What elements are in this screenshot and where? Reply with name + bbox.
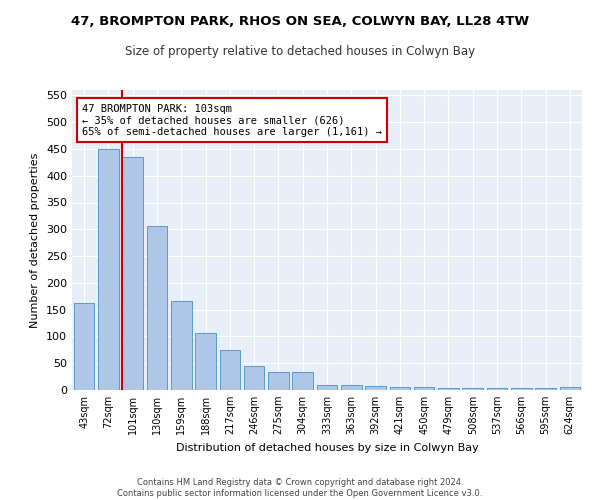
- X-axis label: Distribution of detached houses by size in Colwyn Bay: Distribution of detached houses by size …: [176, 442, 478, 452]
- Bar: [122, 157, 143, 390]
- Bar: [171, 300, 191, 390]
- Text: Contains HM Land Registry data © Crown copyright and database right 2024.
Contai: Contains HM Land Registry data © Crown c…: [118, 478, 482, 498]
- Bar: [487, 388, 508, 390]
- Bar: [195, 333, 216, 390]
- Text: Size of property relative to detached houses in Colwyn Bay: Size of property relative to detached ho…: [125, 45, 475, 58]
- Bar: [317, 384, 337, 390]
- Bar: [463, 388, 483, 390]
- Text: 47 BROMPTON PARK: 103sqm
← 35% of detached houses are smaller (626)
65% of semi-: 47 BROMPTON PARK: 103sqm ← 35% of detach…: [82, 104, 382, 136]
- Bar: [560, 388, 580, 390]
- Bar: [341, 384, 362, 390]
- Bar: [98, 149, 119, 390]
- Bar: [389, 388, 410, 390]
- Bar: [438, 388, 459, 390]
- Bar: [511, 388, 532, 390]
- Bar: [146, 226, 167, 390]
- Bar: [244, 366, 265, 390]
- Bar: [365, 386, 386, 390]
- Bar: [292, 372, 313, 390]
- Bar: [268, 372, 289, 390]
- Bar: [535, 388, 556, 390]
- Bar: [74, 302, 94, 390]
- Text: 47, BROMPTON PARK, RHOS ON SEA, COLWYN BAY, LL28 4TW: 47, BROMPTON PARK, RHOS ON SEA, COLWYN B…: [71, 15, 529, 28]
- Bar: [414, 388, 434, 390]
- Y-axis label: Number of detached properties: Number of detached properties: [31, 152, 40, 328]
- Bar: [220, 350, 240, 390]
